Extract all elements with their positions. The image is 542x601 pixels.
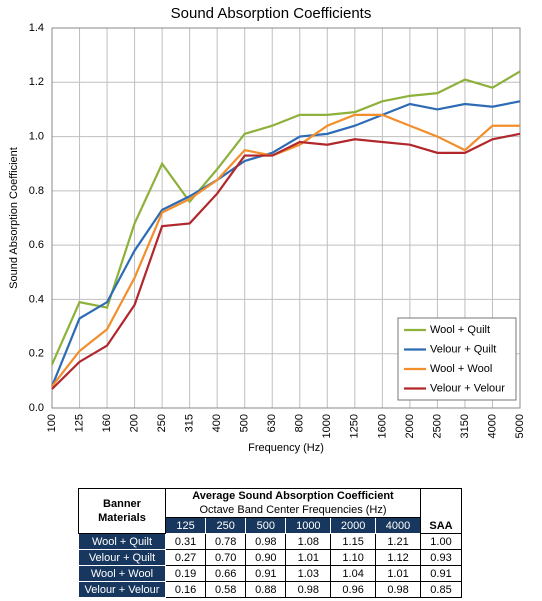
x-axis-label: Frequency (Hz) xyxy=(248,442,324,454)
table-cell: 0.93 xyxy=(420,549,462,566)
x-tick-label: 125 xyxy=(73,414,85,432)
table-cell: 0.91 xyxy=(245,565,287,582)
table-cell: 0.27 xyxy=(164,549,207,566)
table-cell: 125 xyxy=(164,517,207,534)
table-cell: 1.15 xyxy=(330,533,377,550)
y-tick-label: 1.2 xyxy=(29,76,44,88)
table-cell: 250 xyxy=(205,517,247,534)
x-tick-label: 315 xyxy=(184,414,196,432)
legend-label: Wool + Quilt xyxy=(430,324,490,336)
x-tick-label: 5000 xyxy=(514,414,526,438)
table-row: Banner Materials Average Sound Absorption… xyxy=(78,488,462,534)
table-row: Wool + Wool 0.19 0.66 0.91 1.03 1.04 1.01 0.91 xyxy=(78,565,462,582)
y-tick-label: 0.8 xyxy=(29,185,44,197)
series-line xyxy=(51,132,521,390)
table-cell: 0.98 xyxy=(285,581,332,598)
y-tick-label: 1.0 xyxy=(29,130,44,142)
table-row: Velour + Velour 0.16 0.58 0.88 0.98 0.96 0.98 0… xyxy=(78,581,462,598)
x-tick-label: 1250 xyxy=(349,414,361,438)
x-tick-label: 4000 xyxy=(486,414,498,438)
chart-title: Sound Absorption Coefficients xyxy=(171,5,372,22)
legend-label: Velour + Quilt xyxy=(430,343,496,355)
x-tick-label: 1600 xyxy=(376,414,388,438)
x-tick-label: 250 xyxy=(156,414,168,432)
x-tick-label: 400 xyxy=(211,414,223,432)
y-tick-label: 0.6 xyxy=(29,239,44,251)
table-cell: 0.16 xyxy=(164,581,207,598)
table-cell: 1.03 xyxy=(285,565,332,582)
table-cell: Banner Materials xyxy=(78,488,166,534)
data-table: Banner Materials Average Sound Absorption… xyxy=(78,488,462,598)
x-tick-label: 500 xyxy=(239,414,251,432)
x-tick-label: 100 xyxy=(46,414,58,432)
table-cell: Average Sound Absorption Coefficient Octa… xyxy=(165,488,421,518)
table-cell: 0.98 xyxy=(245,533,287,550)
table-cell: 1.21 xyxy=(375,533,421,550)
x-tick-label: 630 xyxy=(266,414,278,432)
table-cell: SAA xyxy=(420,488,462,534)
table-cell: 0.98 xyxy=(375,581,421,598)
x-tick-label: 1000 xyxy=(321,414,333,438)
table-cell: 0.19 xyxy=(164,565,207,582)
table-cell: 1.00 xyxy=(420,533,462,550)
table-row: 125 250 500 1000 2000 4000 xyxy=(79,517,462,534)
series-line xyxy=(50,70,521,366)
table-cell: 1.10 xyxy=(330,549,377,566)
table-row: Velour + Quilt 0.27 0.70 0.90 1.01 1.10 1.12 0.… xyxy=(78,549,462,566)
table-cell: 0.91 xyxy=(420,565,462,582)
y-tick-label: 0.2 xyxy=(29,348,44,360)
chart: Sound Absorption Coefficients Frequency … xyxy=(8,5,526,454)
table-cell: 1.01 xyxy=(375,565,421,582)
y-axis-label: Sound Absorption Coefficient xyxy=(8,147,20,289)
table-title: Average Sound Absorption Coefficient xyxy=(192,490,394,502)
x-tick-label: 160 xyxy=(101,414,113,432)
legend-label: Wool + Wool xyxy=(430,363,492,375)
legend-box xyxy=(397,317,517,401)
table-cell: 4000 xyxy=(375,517,421,534)
series-line xyxy=(50,100,521,387)
plot-border xyxy=(51,27,521,409)
table-cell: 0.31 xyxy=(164,533,207,550)
table-cell: Velour + Velour xyxy=(78,581,166,598)
table-cell: 0.70 xyxy=(205,549,247,566)
table-subtitle: Octave Band Center Frequencies (Hz) xyxy=(199,504,387,516)
table-cell: Wool + Quilt xyxy=(78,533,166,550)
table-cell: 1.12 xyxy=(375,549,421,566)
table-row: Wool + Quilt 0.31 0.78 0.98 1.08 1.15 1.21 1.00 xyxy=(78,533,462,550)
x-tick-label: 3150 xyxy=(459,414,471,438)
table-cell: 1.08 xyxy=(285,533,332,550)
table-cell: 2000 xyxy=(330,517,377,534)
y-tick-label: 0.0 xyxy=(29,402,44,414)
table-cell: 1.04 xyxy=(330,565,377,582)
y-tick-label: 1.4 xyxy=(29,22,44,34)
x-tick-label: 200 xyxy=(128,414,140,432)
x-tick-label: 2000 xyxy=(404,414,416,438)
table-cell: Wool + Wool xyxy=(78,565,166,582)
table-cell: 0.66 xyxy=(205,565,247,582)
table-cell: 0.78 xyxy=(205,533,247,550)
table-cell: 0.85 xyxy=(420,581,462,598)
legend-label: Velour + Velour xyxy=(430,382,505,394)
table-cell: 0.96 xyxy=(330,581,377,598)
table-cell: 500 xyxy=(245,517,287,534)
table-cell: 1.01 xyxy=(285,549,332,566)
table-cell: Velour + Quilt xyxy=(78,549,166,566)
x-tick-label: 800 xyxy=(294,414,306,432)
table-cell: 0.90 xyxy=(245,549,287,566)
table-cell: 0.58 xyxy=(205,581,247,598)
table-cell: 0.88 xyxy=(245,581,287,598)
x-tick-label: 2500 xyxy=(431,414,443,438)
table-cell: 1000 xyxy=(285,517,332,534)
y-tick-label: 0.4 xyxy=(29,293,44,305)
series-line xyxy=(51,113,520,387)
